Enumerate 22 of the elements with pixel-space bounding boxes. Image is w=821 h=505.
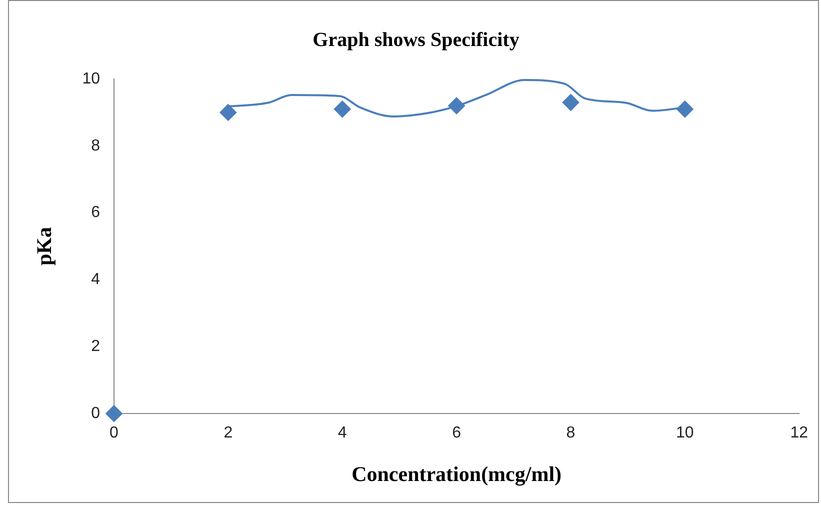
y-tick-label: 4: [91, 271, 100, 288]
x-tick-label: 4: [338, 424, 347, 442]
x-tick-label: 8: [566, 424, 576, 442]
y-tick-label: 10: [82, 70, 100, 88]
y-axis-title: pKa: [32, 226, 56, 266]
point: [562, 94, 580, 111]
x-tick-label: 10: [676, 424, 694, 442]
x-tick-label: 0: [110, 424, 119, 442]
point: [105, 405, 122, 422]
point: [220, 104, 237, 121]
y-tick-label: 2: [91, 338, 100, 356]
y-tick-label: 8: [91, 137, 100, 154]
point: [334, 100, 351, 118]
point: [676, 100, 694, 118]
x-tick-label: 2: [224, 424, 233, 442]
y-tick-label: 0: [91, 405, 100, 422]
x-tick-label: 12: [790, 424, 808, 442]
x-axis-title: Concentration(mcg/ml): [352, 462, 562, 486]
point: [448, 97, 466, 114]
chart-title: Graph shows Specificity: [312, 29, 520, 52]
x-tick-label: 6: [452, 424, 462, 442]
y-tick-label: 6: [91, 204, 100, 222]
